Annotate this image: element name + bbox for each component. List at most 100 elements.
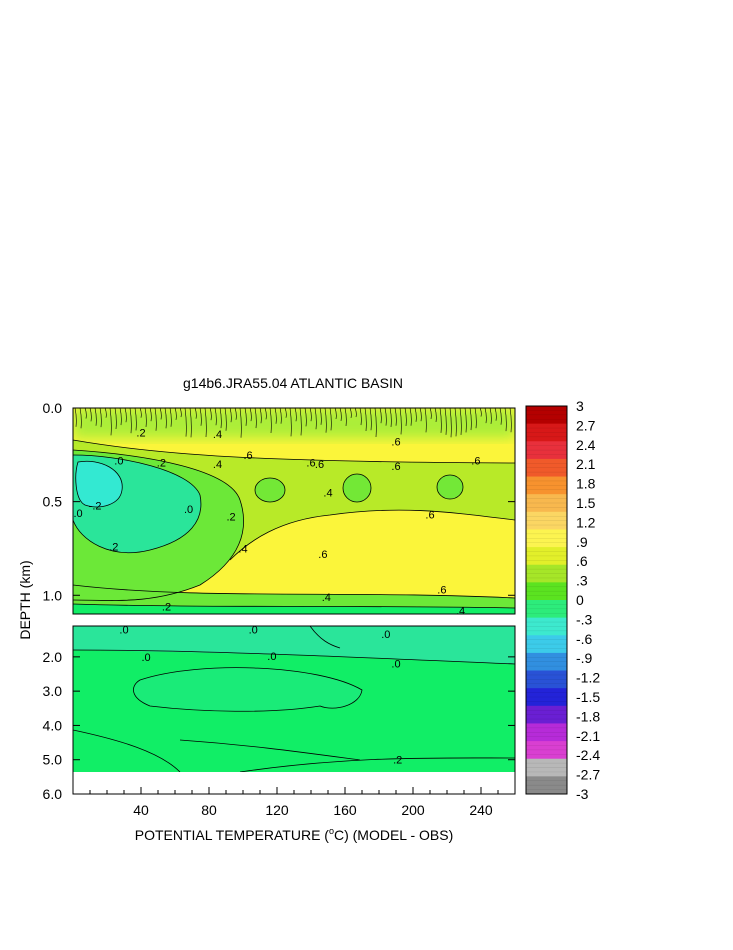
- contour-label: .0: [381, 629, 390, 641]
- surface-contour: [169, 408, 172, 427]
- surface-contour: [239, 408, 242, 438]
- colorbar-swatch: [526, 441, 567, 460]
- contour-label: .0: [74, 508, 83, 520]
- colorbar-label: 2.4: [576, 437, 596, 453]
- colorbar-swatch: [526, 635, 567, 654]
- surface-contour: [364, 408, 367, 432]
- colorbar-swatch: [526, 600, 567, 619]
- colorbar-swatch: [526, 776, 567, 795]
- contour-label: .6: [315, 459, 324, 471]
- colorbar-swatch: [526, 547, 567, 566]
- colorbar-label: -.3: [576, 611, 593, 627]
- surface-contour: [339, 408, 342, 421]
- surface-contour: [464, 408, 467, 433]
- surface-contour: [189, 408, 192, 438]
- colorbar-label: -2.4: [576, 747, 600, 763]
- surface-contour: [204, 408, 207, 438]
- colorbar-swatch: [526, 406, 567, 425]
- upper-cyan-region: [75, 461, 123, 507]
- surface-contour: [244, 408, 247, 426]
- surface-contour: [404, 408, 407, 426]
- lower-blob: [133, 667, 362, 712]
- surface-contour: [269, 408, 272, 434]
- x-tick-label: 80: [201, 802, 217, 818]
- y-tick-label: 0.0: [43, 400, 63, 416]
- colorbar-label: .3: [576, 573, 588, 589]
- surface-contour: [214, 408, 217, 426]
- upper-bottom-deep: [73, 604, 515, 614]
- surface-contour: [229, 408, 232, 423]
- surface-contour: [299, 408, 302, 436]
- surface-contour: [219, 408, 222, 429]
- contour-label: .2: [109, 542, 118, 554]
- y-tick-label: 2.0: [43, 649, 63, 665]
- y-tick-label: 1.0: [43, 587, 63, 603]
- colorbar-swatch: [526, 723, 567, 742]
- surface-contour: [419, 408, 422, 422]
- x-axis: 40 80 120 160 200 240: [89, 787, 499, 818]
- surface-contour: [89, 408, 92, 422]
- colorbar-swatch: [526, 670, 567, 689]
- y-tick-label: 0.5: [43, 494, 63, 510]
- surface-contour: [489, 408, 492, 424]
- y-tick-label: 4.0: [43, 717, 63, 733]
- colorbar-swatch: [526, 688, 567, 707]
- colorbar-label: 2.7: [576, 417, 596, 433]
- surface-contour: [304, 408, 307, 427]
- surface-contour: [444, 408, 447, 435]
- contour-label: .2: [227, 512, 236, 524]
- surface-contour: [469, 408, 472, 431]
- contour-label: .0: [142, 652, 151, 664]
- surface-contour-noise: [74, 408, 512, 438]
- colorbar-label: -2.1: [576, 728, 600, 744]
- contour-label: .4: [322, 592, 331, 604]
- surface-contour: [369, 408, 372, 431]
- surface-contour: [424, 408, 427, 433]
- surface-contour: [284, 408, 287, 418]
- colorbar-swatch: [526, 511, 567, 530]
- surface-contour: [279, 408, 282, 424]
- surface-contour: [74, 408, 77, 427]
- surface-contour: [249, 408, 252, 422]
- surface-contour: [274, 408, 277, 424]
- y-tick-label: 6.0: [43, 786, 63, 802]
- surface-contour: [109, 408, 112, 436]
- contour-label: .6: [244, 450, 253, 462]
- surface-contour: [499, 408, 502, 425]
- colorbar-label: -2.7: [576, 767, 600, 783]
- colorbar-label: 1.5: [576, 495, 596, 511]
- surface-contour: [159, 408, 162, 420]
- x-axis-label-suffix: C) (MODEL - OBS): [334, 827, 453, 843]
- y-tick-label: 5.0: [43, 752, 63, 768]
- contour-label: .4: [238, 543, 247, 555]
- surface-contour: [149, 408, 152, 422]
- surface-contour: [289, 408, 292, 437]
- surface-contour: [144, 408, 147, 427]
- surface-contour: [224, 408, 227, 431]
- colorbar-label: 3: [576, 398, 584, 414]
- contour-label: .6: [391, 461, 400, 473]
- surface-contour: [294, 408, 297, 422]
- colorbar-swatch: [526, 564, 567, 583]
- contour-label: .6: [318, 549, 327, 561]
- contour-label: .0: [249, 624, 258, 636]
- surface-contour: [264, 408, 267, 420]
- colorbar-label: 1.2: [576, 514, 596, 530]
- y-tick-label: 3.0: [43, 683, 63, 699]
- contour-label: .2: [157, 457, 166, 469]
- chart-title: g14b6.JRA55.04 ATLANTIC BASIN: [183, 375, 403, 391]
- contour-label: .0: [184, 504, 193, 516]
- surface-contour: [324, 408, 327, 433]
- colorbar-label: -3: [576, 786, 589, 802]
- surface-contour: [494, 408, 497, 421]
- lower-contour-lines: [73, 626, 515, 772]
- upper-contour-labels: .2.4.6.6.6.0.2.4.6.6.6.4-.2.0.2.6.0.4.6.…: [74, 427, 481, 614]
- x-axis-label-degree: o: [329, 826, 334, 836]
- colorbar-label: 0: [576, 592, 584, 608]
- x-axis-label: POTENTIAL TEMPERATURE (oC) (MODEL - OBS): [135, 826, 454, 843]
- surface-contour: [139, 408, 142, 418]
- colorbar: 3 2.7 2.4 2.1 1.8 1.5 1.2 .9 .6 .3 0 -.3 -.6 -.9 -1.2 -…: [525, 398, 600, 802]
- surface-contour: [484, 408, 487, 424]
- surface-contour: [129, 408, 132, 434]
- surface-contour: [329, 408, 332, 431]
